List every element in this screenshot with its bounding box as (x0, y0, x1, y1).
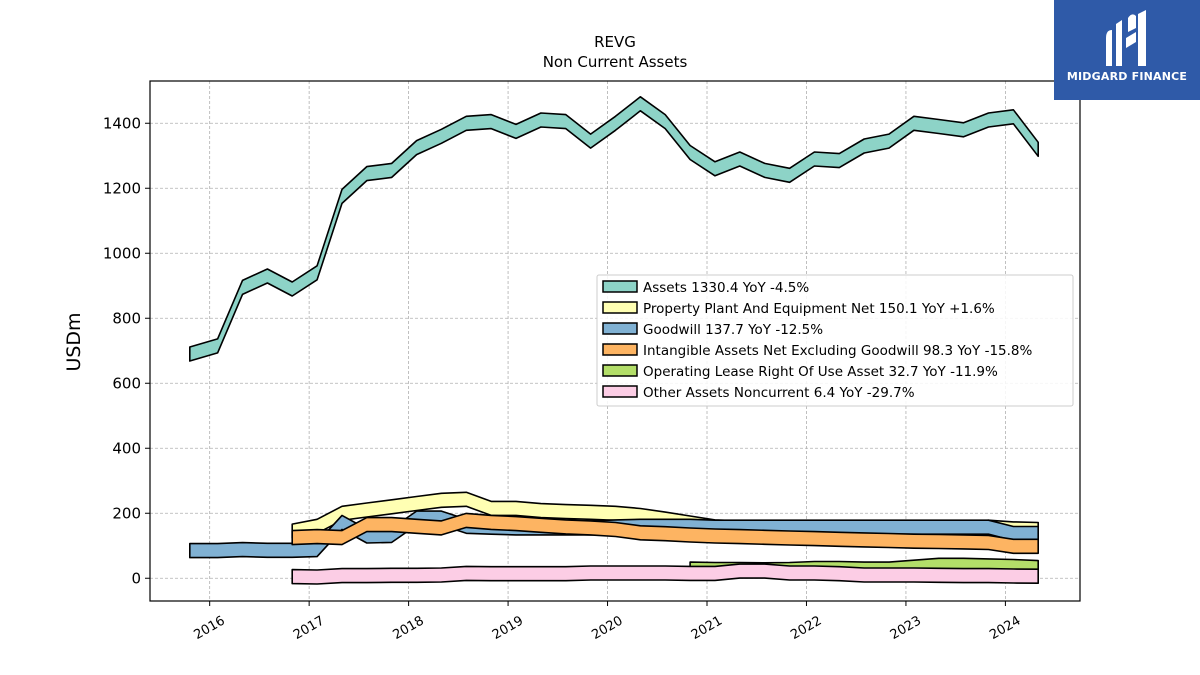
x-tick-label: 2017 (291, 613, 327, 643)
legend-swatch-intangible-assets-net-excluding-goodwill (602, 343, 638, 356)
x-tick-label: 2024 (987, 613, 1023, 643)
legend-label-assets: Assets 1330.4 YoY -4.5% (643, 280, 809, 296)
legend-label-other-assets-noncurrent: Other Assets Noncurrent 6.4 YoY -29.7% (643, 385, 915, 401)
legend-box (596, 274, 1074, 407)
y-axis-ticks: 0 200 400 600 800 1000 1200 1400 (103, 114, 150, 587)
y-tick-label: 1400 (103, 114, 141, 132)
x-tick-label: 2016 (192, 613, 228, 643)
series-band-intangible-assets-net-excluding-goodwill (291, 512, 1039, 555)
legend-swatch-assets (602, 280, 638, 293)
logo-text: MIDGARD FINANCE (1066, 70, 1188, 83)
y-tick-label: 0 (131, 569, 141, 587)
x-tick-label: 2018 (390, 613, 426, 643)
y-tick-label: 200 (112, 504, 141, 522)
chart-title: REVG (594, 33, 636, 51)
series-areas (189, 96, 1039, 585)
legend-swatch-other-assets-noncurrent (602, 385, 638, 398)
x-tick-label: 2022 (788, 613, 824, 643)
legend-label-property-plant-and-equipment-net: Property Plant And Equipment Net 150.1 Y… (643, 301, 995, 317)
legend-swatch-property-plant-and-equipment-net (602, 301, 638, 314)
plot-frame (149, 80, 1081, 602)
midgard-logo-icon (1106, 10, 1146, 66)
series-band-assets (189, 96, 1039, 362)
legend-label-operating-lease-right-of-use-asset: Operating Lease Right Of Use Asset 32.7 … (643, 364, 998, 380)
legend: Assets 1330.4 YoY -4.5% Property Plant An… (596, 274, 1074, 407)
series-band-other-assets-noncurrent (291, 563, 1039, 585)
x-tick-label: 2019 (490, 613, 526, 643)
legend-swatch-goodwill (602, 322, 638, 335)
x-tick-label: 2020 (589, 613, 625, 643)
y-tick-label: 400 (112, 439, 141, 457)
x-axis-ticks: 2016 2017 2018 2019 2020 2021 2022 2023 2024 (192, 601, 1023, 643)
chart-subtitle: Non Current Assets (543, 53, 688, 71)
x-tick-label: 2023 (888, 613, 924, 643)
legend-swatch-operating-lease-right-of-use-asset (602, 364, 638, 377)
y-tick-label: 1000 (103, 244, 141, 262)
y-tick-label: 600 (112, 374, 141, 392)
legend-label-goodwill: Goodwill 137.7 YoY -12.5% (643, 322, 823, 338)
x-tick-label: 2021 (689, 613, 725, 643)
y-axis-label: USDm (63, 312, 85, 371)
midgard-finance-logo: MIDGARD FINANCE (1054, 0, 1200, 100)
legend-label-intangible-assets-net-excluding-goodwill: Intangible Assets Net Excluding Goodwill… (643, 343, 1033, 359)
y-tick-label: 1200 (103, 179, 141, 197)
y-tick-label: 800 (112, 309, 141, 327)
